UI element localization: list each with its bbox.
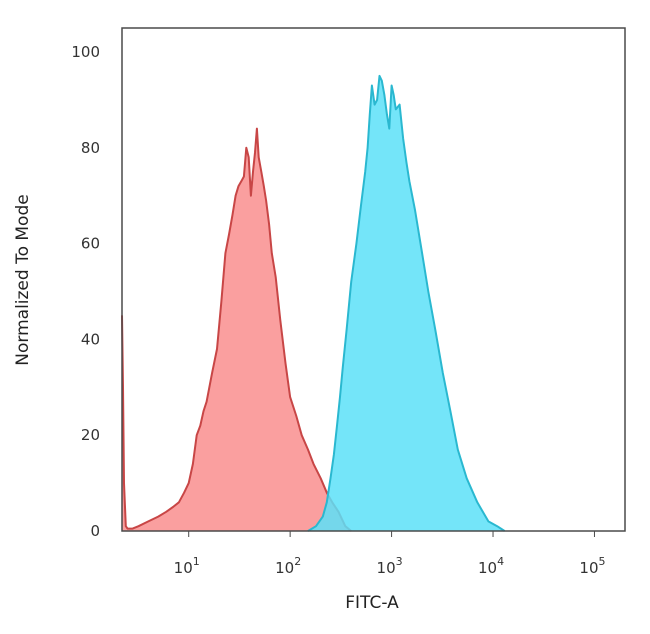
x-tick-label: 105 <box>579 555 605 577</box>
series-2-area <box>308 75 505 532</box>
series-1-area <box>122 128 352 531</box>
x-tick-label: 103 <box>377 555 403 577</box>
series-layer <box>121 74 506 532</box>
y-tick-label: 60 <box>81 235 100 253</box>
y-tick-label: 0 <box>90 522 100 540</box>
series-1-line <box>121 127 352 532</box>
plot-frame <box>121 27 626 532</box>
y-tick-label: 100 <box>71 43 100 61</box>
x-tick-label: 101 <box>174 555 200 577</box>
x-tick-label: 104 <box>478 555 504 577</box>
y-axis-ticks: 0 20 40 60 80 100 <box>71 43 100 540</box>
x-axis-ticks: 101 102 103 104 105 <box>174 531 606 577</box>
x-axis-label: FITC-A <box>345 593 399 613</box>
y-tick-label: 80 <box>81 139 100 157</box>
y-tick-label: 40 <box>81 330 100 348</box>
y-tick-label: 20 <box>81 426 100 444</box>
y-axis-label: Normalized To Mode <box>13 194 33 365</box>
x-tick-label: 102 <box>275 555 301 577</box>
series-2-line <box>307 74 506 532</box>
